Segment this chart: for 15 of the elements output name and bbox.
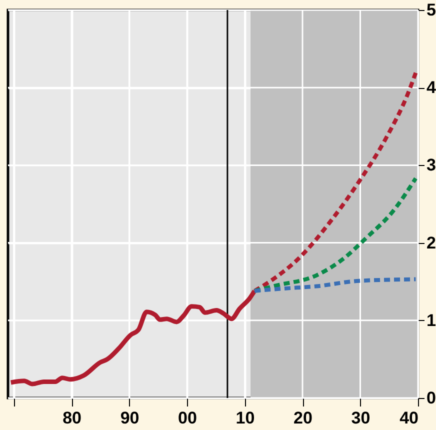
- x-tick-label: 90: [120, 408, 140, 428]
- y-tick-label: 1: [426, 310, 436, 330]
- x-tick-label: 20: [294, 408, 312, 428]
- y-tick-label: 3: [426, 156, 436, 175]
- x-tick-label: 10: [236, 408, 255, 428]
- y-tick-label: 2: [426, 233, 436, 252]
- x-tick-label: 30: [351, 408, 370, 428]
- y-tick-label: 4: [426, 78, 436, 98]
- x-tick-label: 40: [400, 408, 418, 428]
- x-tick-label: 00: [178, 408, 197, 428]
- y-tick-label: 5: [426, 0, 436, 20]
- line-series: [252, 176, 418, 293]
- line-series: [252, 277, 418, 293]
- x-tick-label: 80: [62, 408, 82, 428]
- y-tick-label: 0: [426, 388, 436, 408]
